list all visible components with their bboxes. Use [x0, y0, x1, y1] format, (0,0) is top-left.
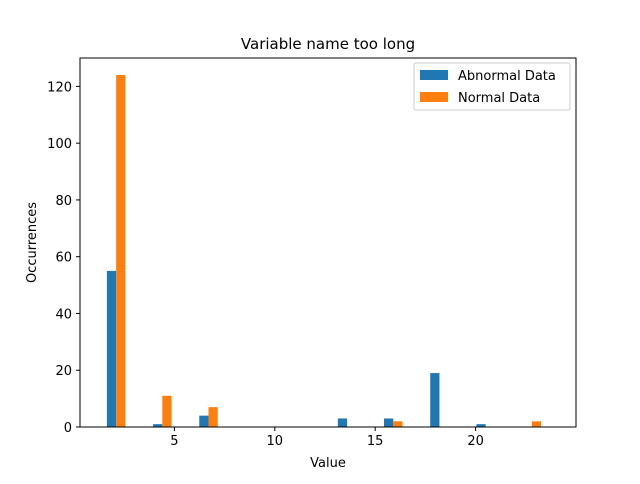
bars-group — [106, 75, 542, 428]
x-axis-label: Value — [310, 456, 346, 471]
bar-abnormal-data-6 — [384, 418, 394, 427]
legend-swatch-normal-data — [420, 92, 448, 102]
bar-abnormal-data-5 — [337, 418, 348, 427]
x-tick-label-10: 10 — [267, 434, 284, 449]
y-ticks: 0 20 40 60 80 100 120 — [47, 80, 80, 436]
legend-frame — [413, 62, 571, 111]
y-tick-label-100: 100 — [47, 137, 72, 152]
axes-frame — [79, 57, 577, 428]
bar-normal-data-0 — [116, 75, 126, 428]
bar-normal-data-6 — [393, 421, 403, 427]
bar-normal-data-2 — [208, 407, 218, 427]
bar-abnormal-data-1 — [153, 424, 163, 427]
chart-title: Variable name too long — [241, 35, 415, 53]
bar-abnormal-data-8 — [476, 424, 486, 427]
legend: Abnormal Data Normal Data — [413, 62, 571, 111]
legend-swatch-abnormal-data — [420, 70, 448, 80]
y-tick-label-20: 20 — [55, 364, 72, 379]
bar-normal-data-1 — [162, 395, 172, 427]
legend-label-abnormal-data: Abnormal Data — [458, 69, 556, 84]
y-tick-label-80: 80 — [55, 194, 72, 209]
y-tick-label-40: 40 — [55, 307, 72, 322]
x-tick-label-5: 5 — [170, 434, 178, 449]
y-axis-label: Occurrences — [25, 202, 40, 283]
x-tick-label-20: 20 — [467, 434, 484, 449]
x-ticks: 5 10 15 20 — [170, 427, 484, 449]
y-tick-label-0: 0 — [64, 421, 72, 436]
bar-abnormal-data-0 — [106, 270, 117, 427]
bar-abnormal-data-7 — [430, 373, 440, 427]
x-tick-label-15: 15 — [367, 434, 384, 449]
legend-label-normal-data: Normal Data — [458, 91, 540, 106]
bar-abnormal-data-2 — [199, 415, 209, 427]
y-tick-label-120: 120 — [47, 80, 72, 95]
bar-normal-data-9 — [531, 421, 542, 427]
y-tick-label-60: 60 — [55, 251, 72, 266]
